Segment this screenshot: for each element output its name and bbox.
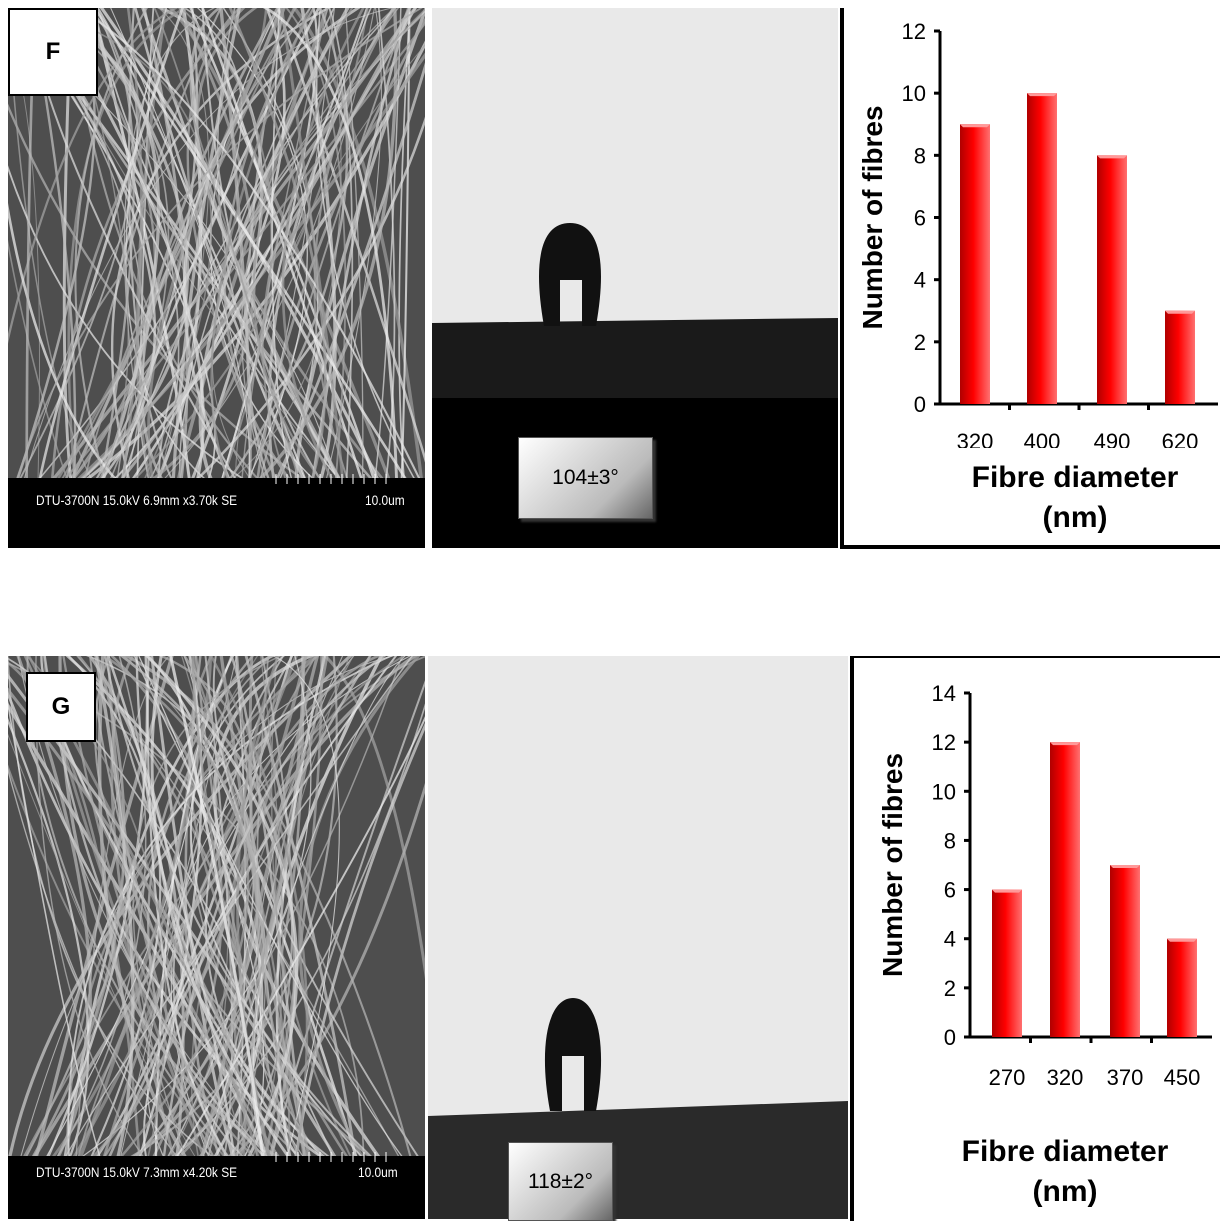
x-tick-label: 320 (1047, 1065, 1084, 1090)
bar (1165, 311, 1195, 404)
bar (1027, 93, 1057, 404)
y-tick-label: 14 (932, 681, 956, 706)
y-tick-label: 6 (944, 878, 956, 903)
sem-caption: DTU-3700N 15.0kV 7.3mm x4.20k SE (36, 1164, 237, 1180)
contact-angle: 118±2° (508, 1142, 613, 1221)
x-tick-label: 320 (957, 429, 994, 448)
page: F G DTU-3700N 15.0kV 6.9mm x3.70k SE 10.… (0, 0, 1220, 1219)
bar (1110, 865, 1140, 1037)
x-tick-label: 620 (1162, 429, 1199, 448)
y-tick-label: 10 (932, 779, 956, 804)
y-tick-label: 0 (914, 392, 926, 417)
x-tick-label: 370 (1107, 1065, 1144, 1090)
bar (960, 124, 990, 404)
y-tick-label: 8 (944, 828, 956, 853)
y-tick-label: 2 (944, 976, 956, 1001)
y-tick-label: 2 (914, 330, 926, 355)
x-tick-label: 400 (1024, 429, 1061, 448)
x-tick-label: 490 (1094, 429, 1131, 448)
scale-label: 10.0um (365, 492, 405, 508)
y-tick-label: 12 (932, 730, 956, 755)
sem-caption: DTU-3700N 15.0kV 6.9mm x3.70k SE (36, 492, 237, 508)
x-tick-label: 270 (989, 1065, 1026, 1090)
droplet-image (428, 656, 848, 1219)
chart: 0 2 4 6 8 10 12 320 400 490 620 Number of fibres (840, 8, 1220, 448)
bar (1097, 155, 1127, 404)
bar (1167, 939, 1197, 1037)
bar (992, 890, 1022, 1037)
scale-label: 10.0um (358, 1164, 398, 1180)
y-tick-label: 6 (914, 206, 926, 231)
y-axis-title: Number of fibres (877, 753, 908, 977)
info-bar (8, 478, 425, 548)
x-axis-title: Fibre diameter (nm) (950, 458, 1200, 538)
chart: 0 2 4 6 8 10 12 14 270 320 370 450 Number of fibres (850, 656, 1220, 1116)
y-tick-label: 8 (914, 143, 926, 168)
y-tick-label: 4 (914, 268, 926, 293)
x-tick-label: 450 (1164, 1065, 1201, 1090)
bar (1050, 742, 1080, 1037)
contact-angle: 104±3° (518, 437, 653, 519)
panel-label: F (8, 8, 98, 96)
y-axis-title: Number of fibres (857, 105, 888, 329)
y-tick-label: 10 (902, 81, 926, 106)
y-tick-label: 4 (944, 927, 956, 952)
y-tick-label: 0 (944, 1025, 956, 1050)
y-tick-label: 12 (902, 19, 926, 44)
panel-label: G (26, 672, 96, 742)
x-axis-title: Fibre diameter (nm) (940, 1132, 1190, 1212)
